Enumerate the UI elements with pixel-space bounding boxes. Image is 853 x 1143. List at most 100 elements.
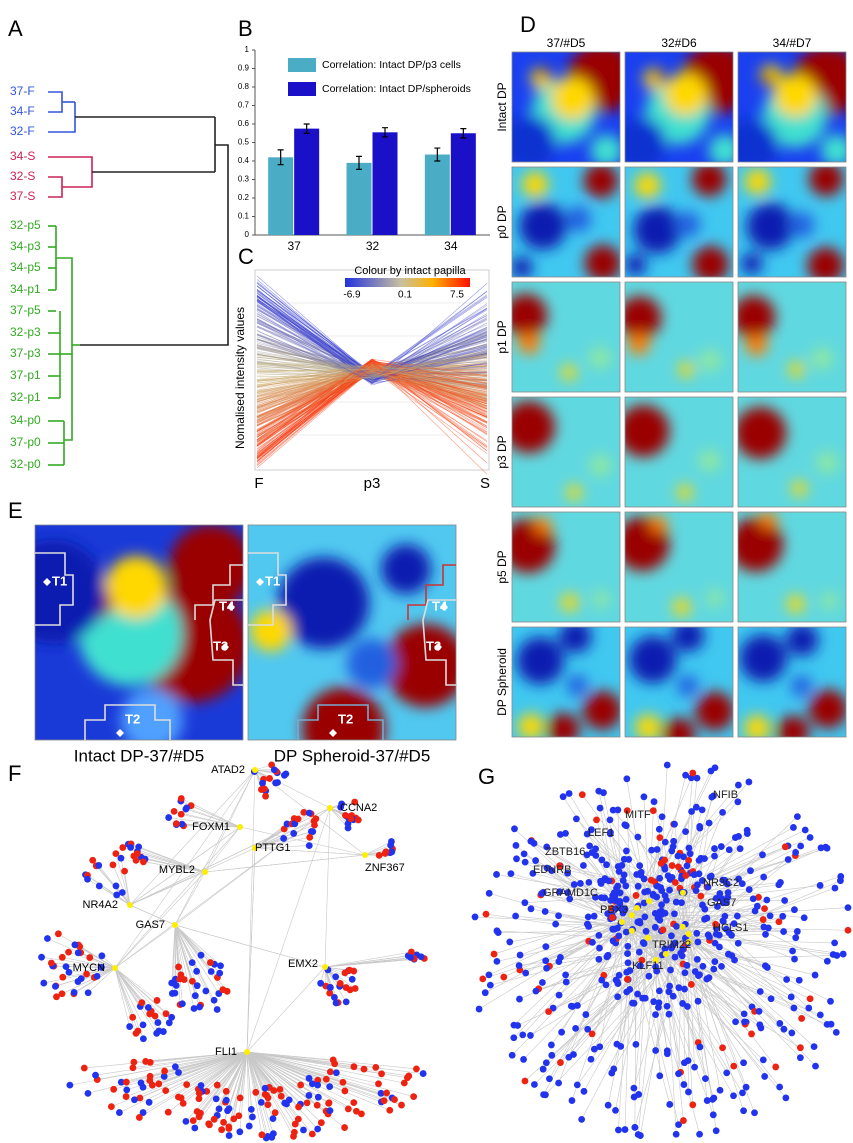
map-caption: Intact DP-37/#D5 xyxy=(74,746,204,765)
node xyxy=(595,956,602,963)
heatmap-blob xyxy=(583,691,622,730)
node xyxy=(314,1102,321,1109)
node xyxy=(732,1018,739,1025)
node xyxy=(153,1030,160,1037)
bar xyxy=(425,155,450,235)
node xyxy=(295,816,302,823)
node xyxy=(262,1091,269,1098)
node xyxy=(146,1077,153,1084)
node xyxy=(361,1066,368,1073)
node xyxy=(671,821,678,828)
node xyxy=(214,1006,221,1013)
node xyxy=(615,933,622,940)
node xyxy=(71,941,78,948)
heatmap-blob xyxy=(677,675,699,697)
panel-letter: D xyxy=(520,12,536,37)
node xyxy=(391,1096,398,1103)
node xyxy=(138,999,145,1006)
heatmap-blob xyxy=(347,639,397,689)
node xyxy=(347,815,354,822)
node xyxy=(776,1020,783,1027)
node xyxy=(140,1084,147,1091)
node xyxy=(178,971,185,978)
node xyxy=(723,1069,730,1076)
hub xyxy=(362,852,368,858)
node xyxy=(219,986,226,993)
legend-swatch xyxy=(288,82,316,96)
heatmap-blob xyxy=(625,254,647,276)
leaf-label: 34-p5 xyxy=(10,260,41,274)
node xyxy=(482,989,489,996)
heatmap-blob xyxy=(628,333,650,355)
node xyxy=(270,1130,277,1137)
node xyxy=(659,813,666,820)
node xyxy=(796,977,803,984)
node xyxy=(108,1103,115,1110)
node xyxy=(487,982,494,989)
node xyxy=(605,1102,612,1109)
node xyxy=(548,1052,555,1059)
heatmap-blob xyxy=(511,257,533,279)
node xyxy=(648,877,655,884)
node xyxy=(781,1026,788,1033)
node xyxy=(216,1105,223,1112)
heatmap-blob xyxy=(789,362,804,377)
node xyxy=(660,927,667,934)
node xyxy=(693,930,700,937)
node xyxy=(306,834,313,841)
node xyxy=(378,1070,385,1077)
node xyxy=(528,905,535,912)
node xyxy=(331,1060,338,1067)
node xyxy=(517,952,524,959)
node xyxy=(582,1011,589,1018)
node xyxy=(556,992,563,999)
node xyxy=(673,899,680,906)
dendrogram-branch xyxy=(48,92,62,112)
node xyxy=(333,1069,340,1076)
heatmap xyxy=(512,620,622,745)
heatmap-blob xyxy=(105,556,167,618)
node xyxy=(598,856,605,863)
node xyxy=(522,859,529,866)
node xyxy=(614,993,621,1000)
y-tick-label: 0.5 xyxy=(238,138,250,147)
heatmap-blob xyxy=(590,455,612,477)
node xyxy=(741,1010,748,1017)
gene-label: MYCN xyxy=(73,962,105,974)
node xyxy=(780,928,787,935)
node xyxy=(845,904,852,911)
gene-label: MYBL2 xyxy=(159,864,195,876)
hub xyxy=(237,824,243,830)
node xyxy=(697,893,704,900)
node xyxy=(718,843,725,850)
node xyxy=(591,1046,598,1053)
node xyxy=(817,882,824,889)
node xyxy=(760,874,767,881)
node xyxy=(664,1050,671,1057)
node xyxy=(651,798,658,805)
row-label: p5 DP xyxy=(495,550,509,583)
heatmap-blob xyxy=(518,332,540,354)
panel-letter: G xyxy=(478,764,495,789)
node xyxy=(169,990,176,997)
node xyxy=(123,1093,130,1100)
node xyxy=(512,913,519,920)
node xyxy=(171,808,178,815)
node xyxy=(719,809,726,816)
edge xyxy=(175,770,255,925)
heatmap-blob xyxy=(539,68,550,79)
bar xyxy=(373,132,398,235)
gene-label: GAS7 xyxy=(707,897,736,909)
gene-label: PTTG1 xyxy=(255,842,290,854)
node xyxy=(175,964,182,971)
column-header: 32#D6 xyxy=(661,36,697,50)
node xyxy=(278,1093,285,1100)
hub xyxy=(172,922,178,928)
node xyxy=(532,988,539,995)
node xyxy=(110,861,117,868)
node xyxy=(671,910,678,917)
node xyxy=(650,807,657,814)
node xyxy=(756,1008,763,1015)
node xyxy=(779,913,786,920)
node xyxy=(686,845,693,852)
